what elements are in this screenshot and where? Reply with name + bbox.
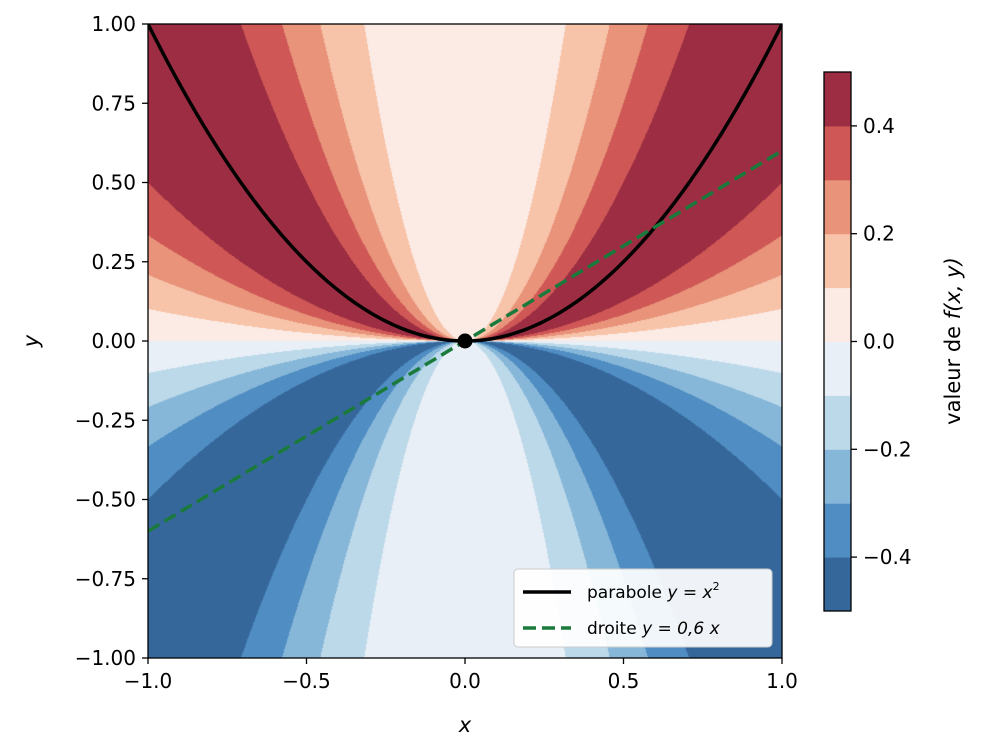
y-tick-label: 0.75 <box>91 91 136 115</box>
colorbar-segment <box>824 503 851 558</box>
x-tick-label: 0.5 <box>608 669 640 693</box>
colorbar-segment <box>824 125 851 181</box>
x-tick-label: 0.0 <box>449 669 481 693</box>
legend: parabole y = x2 droite y = 0,6 x <box>513 568 773 648</box>
colorbar-segment <box>824 287 851 342</box>
y-tick-label: −0.75 <box>75 567 136 591</box>
colorbar-segment <box>824 341 851 396</box>
colorbar-segment <box>824 233 851 289</box>
y-tick-label: 0.50 <box>91 171 136 195</box>
y-tick-label: −0.50 <box>75 488 136 512</box>
colorbar-tick-label: 0.0 <box>863 330 895 354</box>
y-tick-label: −0.25 <box>75 408 136 432</box>
colorbar: 0.4 0.2 0.0 −0.2 −0.4 <box>823 71 912 612</box>
colorbar-tick-label: 0.2 <box>863 222 895 246</box>
colorbar-tick-label: −0.2 <box>863 437 912 461</box>
x-tick-label: 1.0 <box>766 669 798 693</box>
y-tick-label: 1.00 <box>91 12 136 36</box>
colorbar-tick-label: 0.4 <box>863 114 895 138</box>
x-axis: −1.0 −0.5 0.0 0.5 1.0 <box>124 658 798 693</box>
colorbar-segment <box>824 179 851 235</box>
legend-droite-label: droite y = 0,6 x <box>587 619 721 639</box>
colorbar-segment <box>824 449 851 504</box>
y-tick-label: 0.25 <box>91 250 136 274</box>
x-tick-label: −1.0 <box>124 669 173 693</box>
colorbar-segment <box>824 395 851 450</box>
colorbar-segment <box>824 557 851 612</box>
x-axis-label: x <box>458 713 472 737</box>
legend-parabola-label: parabole y = x2 <box>587 580 720 603</box>
x-tick-label: −0.5 <box>282 669 331 693</box>
colorbar-tick-label: −0.4 <box>863 545 912 569</box>
origin-point <box>457 333 473 349</box>
colorbar-label: valeur de f(x, y) <box>941 257 965 425</box>
y-tick-label: 0.00 <box>91 329 136 353</box>
y-tick-label: −1.00 <box>75 646 136 670</box>
colorbar-segment <box>824 72 851 127</box>
y-axis-label: y <box>19 334 43 348</box>
y-axis: 1.00 0.75 0.50 0.25 0.00 −0.25 −0.50 −0.75 −1.00 <box>75 12 148 670</box>
